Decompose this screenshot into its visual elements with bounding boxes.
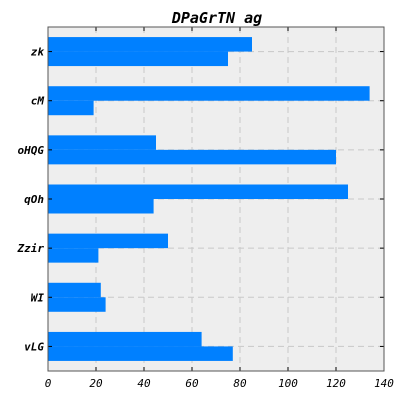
x-tick-label: 140: [374, 377, 394, 390]
x-tick-label: 120: [326, 377, 346, 390]
x-tick-label: 80: [233, 377, 247, 390]
y-tick-label: zk: [31, 46, 45, 59]
bar: [48, 51, 228, 67]
bar: [48, 149, 336, 165]
bar: [48, 297, 106, 312]
y-tick-label: cM: [31, 95, 45, 108]
y-tick-label: WI: [31, 291, 45, 304]
bar: [48, 346, 233, 361]
bar: [48, 282, 101, 298]
x-tick-label: 100: [278, 377, 298, 390]
plot-frame: [47, 26, 385, 372]
bars: [48, 37, 370, 361]
bar: [48, 86, 370, 101]
bar: [48, 233, 168, 249]
bar: [48, 135, 156, 150]
x-tick-label: 20: [89, 377, 103, 390]
y-tick-labels: zk cM oHQG qOh Zzir WI vLG: [17, 46, 384, 353]
x-tick-label: 40: [137, 377, 151, 390]
x-tick-label: 60: [185, 377, 199, 390]
bar: [48, 248, 99, 263]
y-tick-label: qOh: [24, 193, 44, 206]
bar: [48, 199, 154, 214]
bar: [48, 100, 94, 116]
y-tick-label: vLG: [24, 340, 44, 353]
bar: [48, 37, 252, 52]
bar: [48, 184, 348, 199]
y-tick-label: Zzir: [17, 242, 45, 255]
y-tick-label: oHQG: [18, 144, 45, 157]
chart-title: DPaGrTN ag: [171, 9, 262, 27]
bar: [48, 331, 202, 347]
x-tick-labels: 0 20 40 60 80 100 120 140: [45, 27, 394, 390]
x-tick-label: 0: [45, 377, 52, 390]
